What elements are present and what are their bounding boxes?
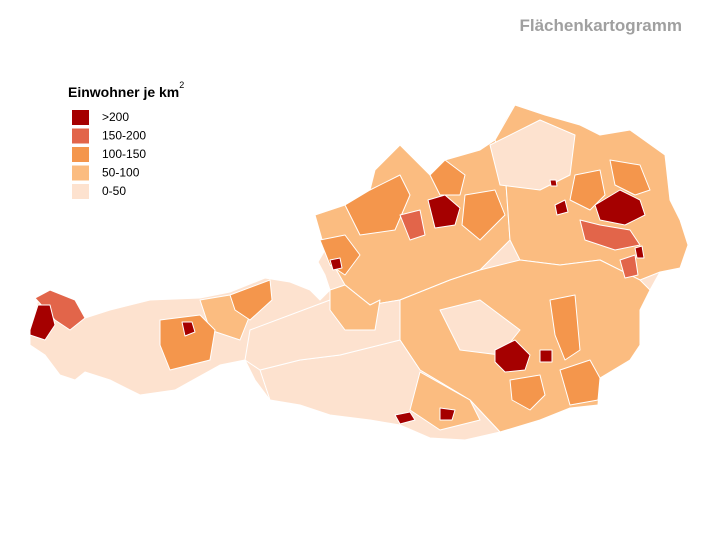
district — [634, 245, 645, 259]
district — [399, 209, 426, 241]
district — [549, 179, 558, 187]
legend-label: 100-150 — [102, 147, 146, 161]
legend-title-text: Einwohner je km — [68, 84, 179, 100]
district — [494, 339, 531, 373]
district — [429, 159, 466, 196]
legend-swatch — [72, 147, 89, 162]
district — [559, 359, 601, 406]
legend-label: 50-100 — [102, 166, 140, 180]
legend-swatch — [72, 184, 89, 199]
district — [181, 321, 196, 337]
district — [159, 314, 216, 371]
district — [549, 294, 581, 361]
district — [34, 289, 86, 331]
legend: >200 150-200 100-150 50-100 0-50 — [72, 110, 146, 199]
legend-swatch — [72, 110, 89, 125]
district — [329, 284, 381, 331]
legend-label: 0-50 — [102, 184, 126, 198]
map-title: Flächenkartogramm — [520, 16, 683, 35]
austria-map — [29, 104, 689, 441]
legend-title: Einwohner je km2 — [68, 80, 184, 100]
legend-label: 150-200 — [102, 129, 146, 143]
district — [554, 199, 569, 216]
district — [619, 254, 639, 279]
district — [594, 189, 646, 226]
district — [609, 159, 651, 196]
district — [439, 407, 456, 421]
district — [539, 349, 553, 363]
district — [229, 279, 273, 321]
district — [579, 219, 641, 251]
district — [409, 371, 481, 431]
district — [394, 411, 416, 425]
district — [329, 257, 343, 271]
legend-label: >200 — [102, 110, 129, 124]
legend-title-superscript: 2 — [179, 80, 184, 90]
district — [344, 174, 411, 236]
district — [29, 304, 56, 341]
district — [509, 374, 546, 411]
district — [319, 234, 361, 276]
district — [461, 189, 506, 241]
district — [427, 194, 461, 229]
district — [489, 119, 576, 191]
district — [569, 169, 606, 211]
legend-swatch — [72, 128, 89, 144]
legend-swatch — [72, 165, 89, 181]
